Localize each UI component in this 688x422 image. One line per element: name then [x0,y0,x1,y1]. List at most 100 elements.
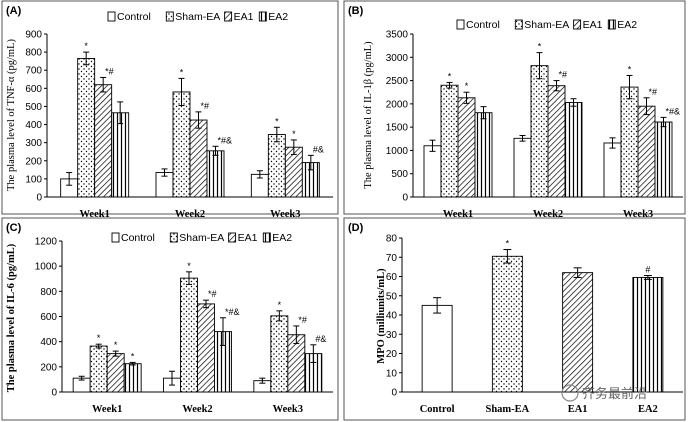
y-tick-label: 70 [386,253,398,264]
y-tick-label: 80 [386,234,398,245]
chart-panel-c: (C) 0 200 400 600 800 1000 1200 The plasma leve… [1,217,339,421]
y-tick-label: 20 [386,349,398,360]
legend-label: EA1 [583,19,603,31]
y-tick-label: 900 [25,30,42,41]
category-label: Control [420,404,455,415]
significance-label: * [538,42,542,52]
significance-label: * [180,67,184,77]
significance-label: * [97,333,101,343]
significance-label: * [465,81,469,91]
significance-label: * [131,351,135,361]
significance-label: * [628,64,632,74]
y-tick-label: 400 [40,337,57,348]
bar-control [423,145,442,198]
category-label: EA2 [638,404,658,415]
bar-sham-ea [440,84,459,198]
y-tick-label: 0 [51,388,57,399]
category-label: Sham-EA [485,404,529,415]
category-label: Week1 [92,404,122,415]
y-tick-label: 100 [25,174,42,185]
significance-label: *# [649,87,658,97]
y-tick-label: 500 [391,169,408,180]
panel-frame [343,0,686,215]
significance-label: # [645,265,650,275]
y-tick-label: 30 [386,330,398,341]
significance-label: * [114,340,118,350]
bar-ea2 [654,121,673,198]
y-tick-label: 1000 [35,262,58,273]
watermark: 齐务最前沿 [561,384,647,402]
bar-ea2 [111,112,130,198]
bar-ea1 [547,85,566,198]
legend-label: Sham-EA [179,232,224,244]
category-label: Week3 [270,209,300,220]
y-tick-label: 1000 [386,146,409,157]
significance-label: *#& [666,106,681,116]
chart-panel-d: (D) 0 10 20 30 40 50 60 70 80 MPO (milliunits/mL)… [343,217,686,421]
y-tick-label: 400 [25,120,42,131]
significance-label: *# [208,289,217,299]
y-tick-label: 2000 [386,99,409,110]
panel-label: (D) [348,222,364,234]
significance-label: *#& [218,135,233,145]
legend-label: EA1 [238,232,258,244]
y-tick-label: 3000 [386,53,409,64]
bar-ea1 [106,353,125,393]
chart-panel-b: (B) 0 500 1000 1500 2000 2500 3000 3500 The plas… [343,0,686,220]
bar-sham-ea [620,86,639,198]
significance-label: * [506,239,510,249]
bar-ea1 [197,303,215,393]
y-tick-label: 3500 [386,30,409,41]
bar-ea1 [94,84,113,198]
panel-label: (C) [6,222,22,234]
legend-swatch [111,232,120,243]
legend-swatch [262,232,271,243]
legend-label: EA2 [272,232,292,244]
legend-label: Control [117,11,151,23]
y-axis-label: MPO (milliunits/mL) [376,268,387,364]
y-tick-label: 200 [25,156,42,167]
y-tick-label: 500 [25,102,42,113]
legend-swatch [456,19,465,30]
legend-swatch [573,19,582,30]
legend-label: EA2 [268,11,288,23]
bar-ea1 [562,272,594,393]
legend-swatch [107,11,116,22]
significance-label: *# [559,70,568,80]
y-tick-label: 200 [40,362,57,373]
category-label: Week2 [182,404,212,415]
legend-label: Sham-EA [524,19,569,31]
significance-label: * [187,261,191,271]
chart-panel-a: (A) 0 100 200 300 400 500 600 700 800 900 The plas… [1,0,339,220]
significance-label: * [84,41,88,51]
y-tick-label: 600 [40,312,57,323]
legend-label: Sham-EA [175,11,220,23]
bar-control [421,304,453,393]
legend-swatch [165,11,174,22]
legend-label: EA2 [617,19,637,31]
bar-ea2 [474,112,493,198]
legend-swatch [224,11,233,22]
category-label: EA1 [568,404,588,415]
bar-ea1 [637,105,656,198]
category-label: Week1 [443,209,473,220]
y-tick-label: 600 [25,84,42,95]
y-tick-label: 60 [386,272,398,283]
y-tick-label: 700 [25,66,42,77]
bar-sham-ea [180,277,198,393]
legend-swatch [607,19,616,30]
y-tick-label: 10 [386,368,398,379]
y-tick-label: 1500 [386,123,409,134]
legend-label: EA1 [234,11,254,23]
bar-ea1 [457,97,476,198]
y-tick-label: 300 [25,138,42,149]
y-tick-label: 1200 [35,237,58,248]
significance-label: *# [298,315,307,325]
legend-label: Control [121,232,155,244]
significance-label: *# [201,101,210,111]
category-label: Week3 [273,404,303,415]
bar-sham-ea [530,65,549,198]
bar-ea2 [206,150,225,198]
y-tick-label: 2500 [386,76,409,87]
category-label: Week1 [79,209,109,220]
